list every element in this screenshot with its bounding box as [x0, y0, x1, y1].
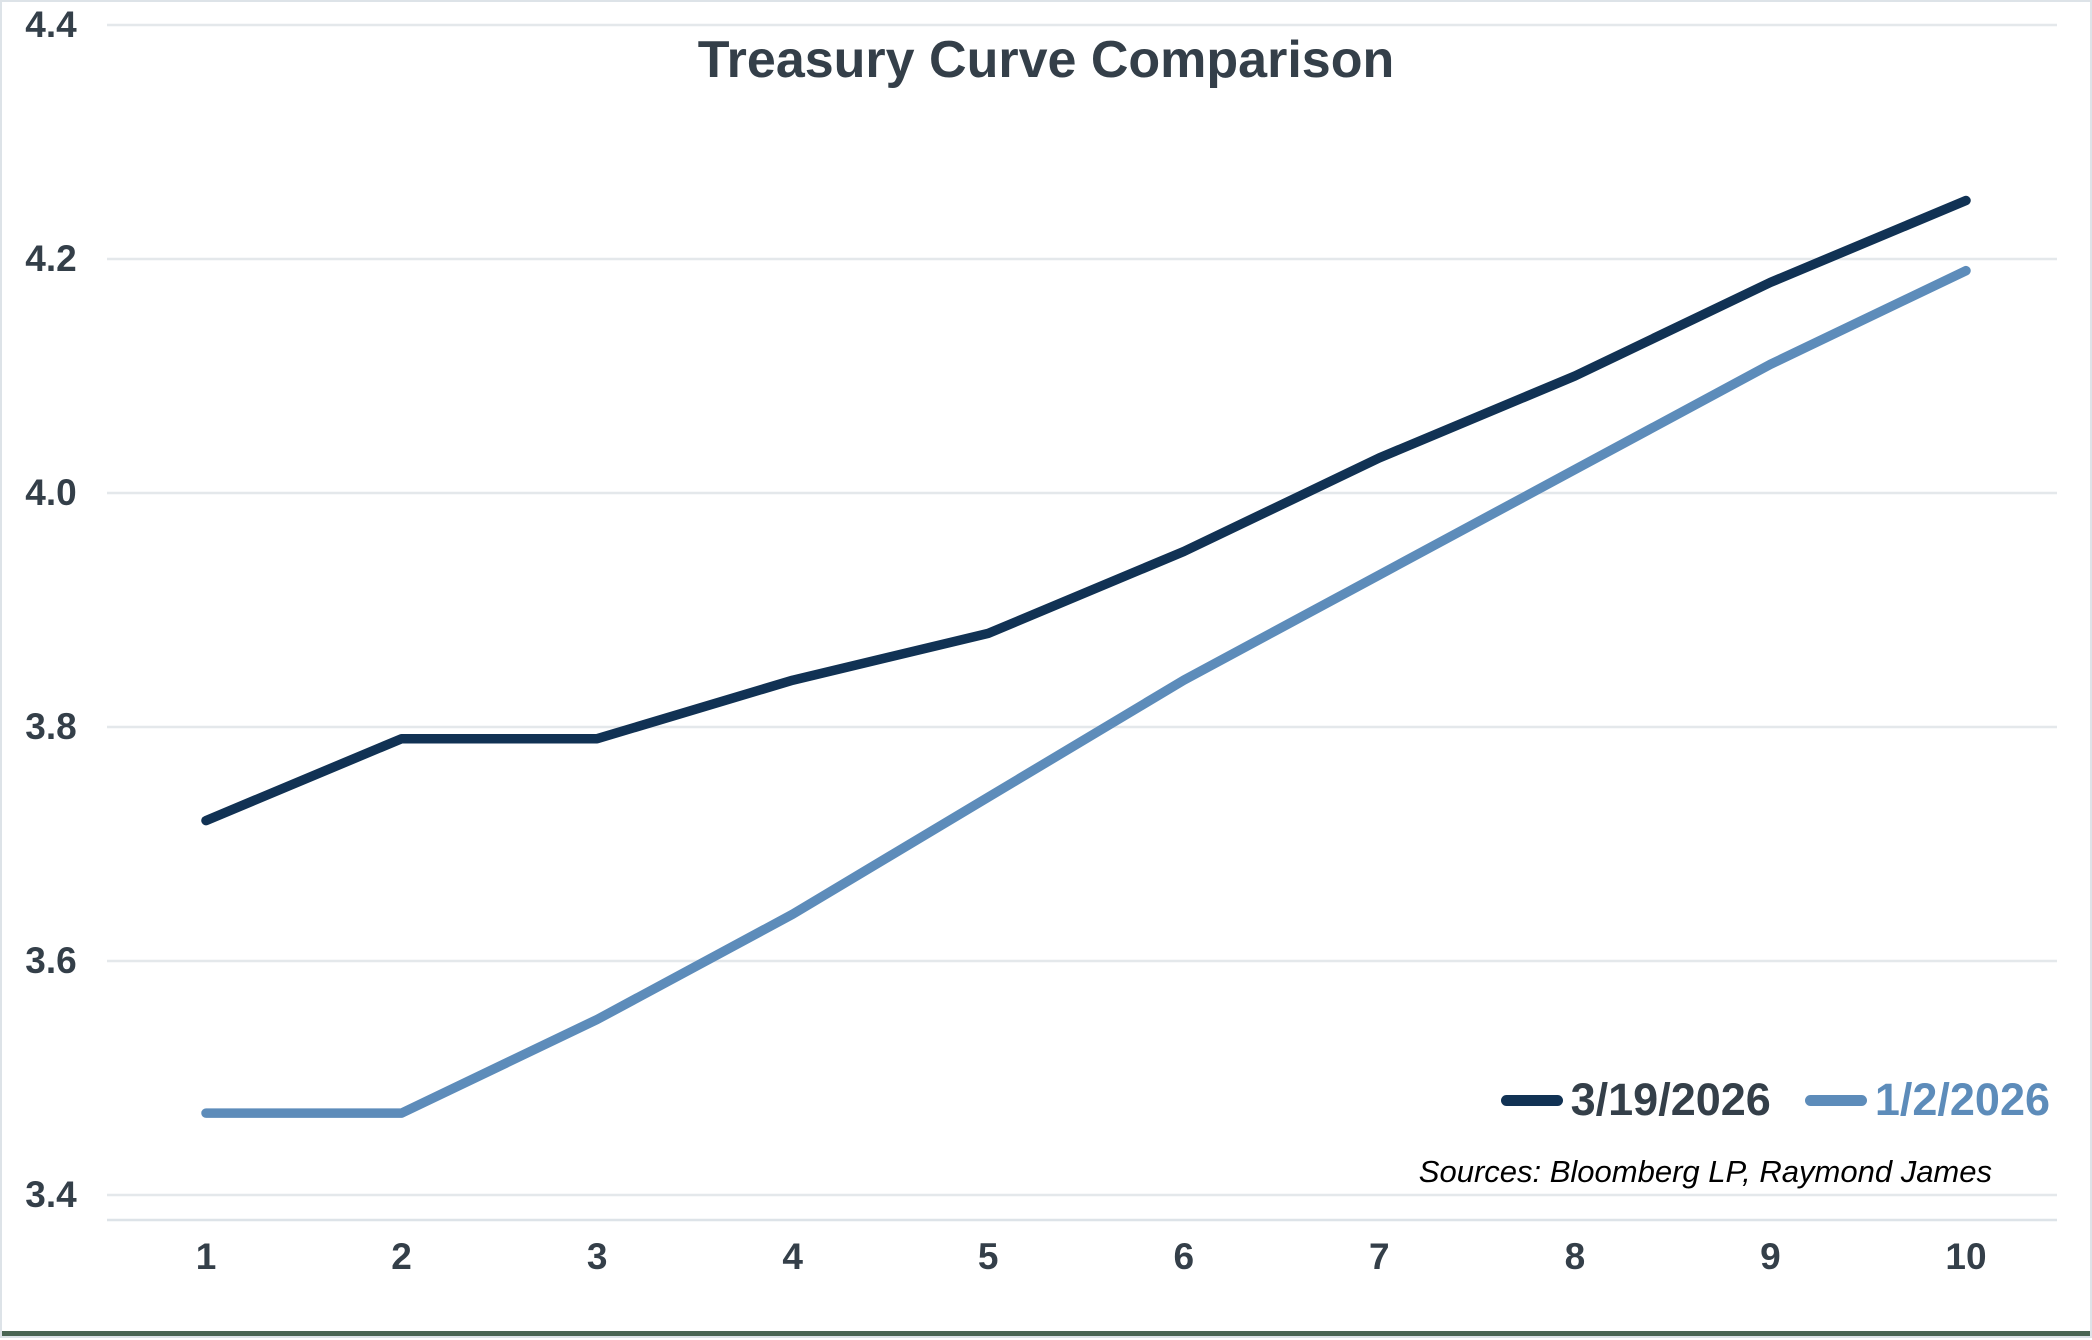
x-tick-label-1: 1 — [195, 1236, 217, 1277]
legend-item-series-1: 1/2/2026 — [1804, 1074, 2050, 1125]
legend-label-series-1: 1/2/2026 — [1874, 1074, 2050, 1125]
series-line-3-19-2026 — [201, 195, 1971, 826]
y-tick-label-4.4: 4.4 — [25, 4, 77, 45]
legend-label-series-0: 3/19/2026 — [1570, 1074, 1771, 1125]
x-tick-label-4: 4 — [782, 1236, 803, 1277]
legend-swatch-dark-line — [1500, 1094, 1563, 1106]
x-tick-label-8: 8 — [1564, 1236, 1586, 1277]
y-tick-label-3.8: 3.8 — [25, 706, 77, 747]
legend: 3/19/2026 1/2/2026 — [1500, 1074, 2050, 1125]
sources-note: Sources: Bloomberg LP, Raymond James — [1418, 1154, 1992, 1189]
x-tick-label-6: 6 — [1173, 1236, 1195, 1277]
y-tick-label-3.4: 3.4 — [25, 1174, 77, 1215]
y-tick-label-3.6: 3.6 — [25, 940, 77, 981]
x-tick-label-7: 7 — [1369, 1236, 1390, 1277]
x-tick-label-9: 9 — [1760, 1236, 1781, 1277]
y-tick-label-4.2: 4.2 — [25, 238, 77, 279]
legend-swatch-light-line — [1804, 1094, 1867, 1106]
x-tick-label-3: 3 — [586, 1236, 608, 1277]
chart-title: Treasury Curve Comparison — [697, 31, 1395, 89]
series-line-1-2-2026 — [201, 265, 1971, 1118]
legend-item-series-0: 3/19/2026 — [1500, 1074, 1771, 1125]
bottom-accent-bar — [2, 1331, 2090, 1336]
y-tick-label-4.0: 4.0 — [25, 472, 77, 513]
x-tick-label-5: 5 — [977, 1236, 999, 1277]
x-tick-label-10: 10 — [1945, 1236, 1987, 1277]
x-tick-label-2: 2 — [391, 1236, 412, 1277]
